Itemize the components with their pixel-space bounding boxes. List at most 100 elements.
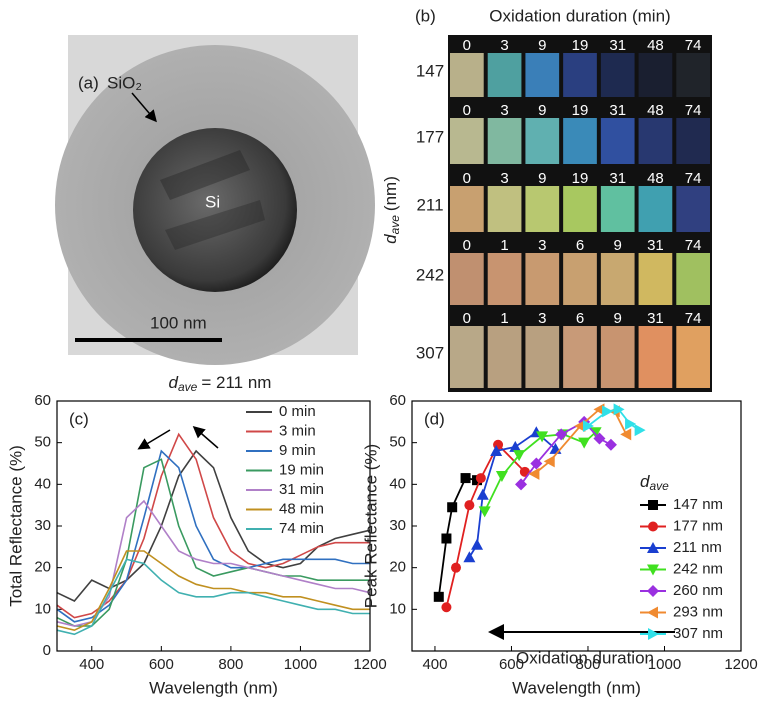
sample: [563, 186, 597, 232]
shell-label: SiO₂: [107, 73, 142, 92]
x-tick-label: 800: [218, 656, 243, 673]
marker: [513, 450, 526, 462]
chart: 400 600 800 1000 1200 0 10 20 30 40 50 60 Wavelength…: [6, 392, 386, 698]
unit: (nm): [381, 176, 400, 211]
marker: [450, 562, 461, 573]
duration-label: 31: [647, 310, 664, 327]
x-axis-label: Wavelength (nm): [149, 678, 278, 697]
sample: [600, 253, 635, 305]
x-tick-label: 1000: [284, 656, 317, 673]
row-label: 177: [416, 127, 444, 146]
duration-label: 9: [538, 102, 546, 119]
marker: [509, 440, 522, 452]
marker: [441, 602, 452, 613]
sample: [638, 186, 673, 232]
x-tick-label: 600: [149, 656, 174, 673]
marker: [648, 521, 658, 532]
duration-label: 9: [614, 310, 622, 327]
duration-label: 0: [463, 170, 471, 187]
duration-label: 3: [500, 37, 508, 54]
sample: [563, 118, 597, 164]
marker: [441, 533, 452, 544]
duration-label: 0: [463, 102, 471, 119]
sample: [638, 53, 673, 97]
panel-title: Oxidation duration (min): [489, 6, 670, 25]
duration-label: 31: [609, 170, 626, 187]
scale-bar-label: 100 nm: [150, 313, 207, 332]
sample: [600, 53, 635, 97]
marker: [620, 428, 632, 441]
marker: [536, 431, 549, 443]
duration-label: 74: [685, 102, 702, 119]
duration-label: 3: [500, 170, 508, 187]
y-axis-label: Peak Reflectance (%): [361, 444, 380, 608]
duration-label: 74: [685, 37, 702, 54]
duration-label: 74: [685, 310, 702, 327]
y-tick-label: 50: [389, 434, 406, 451]
duration-label: 0: [463, 237, 471, 254]
legend-label: 307 nm: [673, 625, 723, 642]
marker: [515, 478, 528, 491]
photo-panel: (b) Oxidation duration (min) dave(nm) 14…: [381, 6, 712, 392]
duration-label: 1: [500, 237, 508, 254]
marker: [647, 542, 659, 553]
series-line: [56, 558, 370, 636]
duration-label: 19: [572, 170, 589, 187]
row-label: 211: [416, 195, 443, 214]
sample: [676, 53, 710, 97]
sample: [676, 253, 710, 305]
series-line: [56, 449, 370, 623]
marker: [602, 405, 614, 418]
legend-label: 48 min: [279, 500, 324, 517]
marker: [471, 538, 484, 550]
legend-label: 9 min: [279, 442, 316, 459]
duration-label: 3: [538, 237, 546, 254]
sample: [638, 326, 673, 388]
marker: [530, 457, 543, 470]
x-tick-label: 600: [499, 656, 524, 673]
duration-label: 31: [647, 237, 664, 254]
series-line: [56, 550, 370, 632]
marker: [647, 606, 658, 619]
sample: [638, 253, 673, 305]
duration-label: 0: [463, 37, 471, 54]
marker: [447, 502, 458, 513]
marker: [495, 471, 508, 482]
arrow: [137, 429, 171, 450]
x-tick-label: 400: [79, 656, 104, 673]
sample: [525, 53, 560, 97]
marker: [613, 403, 625, 416]
legend-label: 242 nm: [673, 560, 723, 577]
tem-image: (a) SiO₂ Si 100 nm: [55, 35, 375, 365]
y-tick-label: 30: [34, 517, 51, 534]
row-label: 307: [416, 343, 444, 362]
marker: [475, 473, 486, 484]
marker: [555, 428, 568, 441]
sample: [525, 186, 560, 232]
duration-label: 0: [463, 310, 471, 327]
legend-label: 211 nm: [673, 539, 722, 556]
sample: [487, 253, 522, 305]
panel-label: (d): [424, 409, 445, 428]
sample: [450, 326, 484, 388]
panel-label: (b): [415, 6, 436, 25]
y-tick-label: 10: [34, 600, 51, 617]
sample: [487, 326, 522, 388]
plot-frame: [411, 400, 742, 652]
duration-label: 9: [538, 37, 546, 54]
marker: [476, 488, 489, 500]
subscript: ave: [388, 215, 402, 235]
sample: [563, 53, 597, 97]
x-tick-label: 1200: [724, 656, 757, 673]
y-tick-label: 10: [389, 600, 406, 617]
x-tick-label: 800: [575, 656, 600, 673]
symbol: d: [381, 234, 400, 244]
x-tick-label: 1000: [648, 656, 681, 673]
sample: [525, 253, 560, 305]
legend-label: 177 nm: [673, 517, 723, 534]
marker: [647, 564, 659, 576]
series-line: [56, 458, 370, 627]
y-tick-label: 20: [34, 559, 51, 576]
marker: [634, 424, 646, 437]
y-tick-label: 20: [389, 559, 406, 576]
